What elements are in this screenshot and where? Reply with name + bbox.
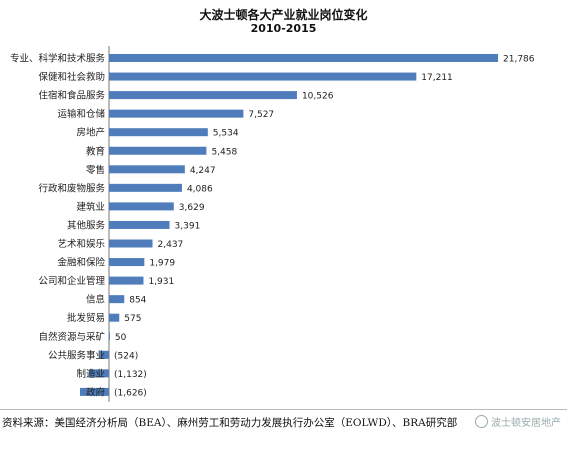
chart-subtitle: 2010-2015 <box>250 22 317 35</box>
category-label: 房地产 <box>76 127 105 139</box>
bars-group <box>79 54 498 396</box>
value-label: 4,086 <box>187 184 213 194</box>
value-label: 3,391 <box>175 221 201 231</box>
bar-chart: 专业、科学和技术服务保健和社会救助住宿和食品服务运输和仓储房地产教育零售行政和废… <box>10 46 535 402</box>
bar <box>109 220 170 229</box>
bar <box>109 128 208 137</box>
value-label: 10,526 <box>302 92 334 102</box>
value-label: 50 <box>115 333 127 343</box>
value-label: 575 <box>124 314 141 324</box>
category-label: 其他服务 <box>67 219 106 231</box>
category-label: 公司和企业管理 <box>38 275 105 287</box>
watermark: 波士顿安居地产 <box>475 414 561 429</box>
bar <box>109 109 244 118</box>
value-label: 5,458 <box>211 147 237 157</box>
bar <box>109 332 110 341</box>
bar <box>109 146 207 155</box>
category-label: 建筑业 <box>76 201 105 213</box>
bar <box>109 239 153 248</box>
source-note: 资料来源：美国经济分析局（BEA）、麻州劳工和劳动力发展执行办公室（EOLWD）… <box>2 417 458 429</box>
category-label: 公共服务事业 <box>48 349 105 361</box>
value-label: 4,247 <box>190 166 216 176</box>
value-label: (1,132) <box>114 370 147 380</box>
category-label: 自然资源与采矿 <box>38 331 105 343</box>
category-label: 政府 <box>86 386 106 398</box>
bar <box>109 72 417 81</box>
bar <box>109 295 125 304</box>
category-label: 批发贸易 <box>67 312 105 324</box>
value-label: 17,211 <box>421 73 453 83</box>
category-labels-group: 专业、科学和技术服务保健和社会救助住宿和食品服务运输和仓储房地产教育零售行政和废… <box>10 53 106 399</box>
value-label: (1,626) <box>114 388 147 398</box>
category-label: 专业、科学和技术服务 <box>10 53 106 65</box>
category-label: 教育 <box>86 145 105 157</box>
bar <box>109 165 185 174</box>
category-label: 艺术和娱乐 <box>57 238 105 250</box>
category-label: 零售 <box>86 164 105 176</box>
chart-title: 大波士顿各大产业就业岗位变化 <box>199 8 368 22</box>
category-label: 金融和保险 <box>57 257 105 269</box>
category-label: 信息 <box>86 294 105 306</box>
bar <box>109 258 145 267</box>
category-label: 行政和废物服务 <box>38 182 105 194</box>
value-label: 7,527 <box>248 110 274 120</box>
bar <box>79 387 109 396</box>
bar <box>109 54 498 62</box>
value-label: 1,931 <box>148 277 174 287</box>
wechat-logo-icon <box>475 415 488 428</box>
bar <box>109 183 182 192</box>
bar <box>109 202 174 211</box>
value-label: 1,979 <box>149 259 175 269</box>
bar <box>109 91 297 100</box>
bar <box>99 350 109 359</box>
category-label: 保健和社会救助 <box>38 71 105 83</box>
category-label: 制造业 <box>76 368 105 380</box>
bar <box>109 313 120 322</box>
value-label: 5,534 <box>213 129 239 139</box>
value-label: 2,437 <box>158 240 184 250</box>
value-label: 854 <box>129 296 146 306</box>
value-label: 21,786 <box>503 55 535 65</box>
category-label: 运输和仓储 <box>57 108 105 120</box>
watermark-text: 波士顿安居地产 <box>491 418 561 429</box>
value-label: 3,629 <box>179 203 205 213</box>
bar <box>109 276 144 285</box>
value-label: (524) <box>114 351 138 361</box>
divider-line <box>0 409 567 410</box>
bar <box>88 369 109 378</box>
value-labels-group: 21,786 17,211 10,526 7,527 5,534 5,458 4,247 4,… <box>114 55 535 399</box>
category-label: 住宿和食品服务 <box>38 90 105 102</box>
